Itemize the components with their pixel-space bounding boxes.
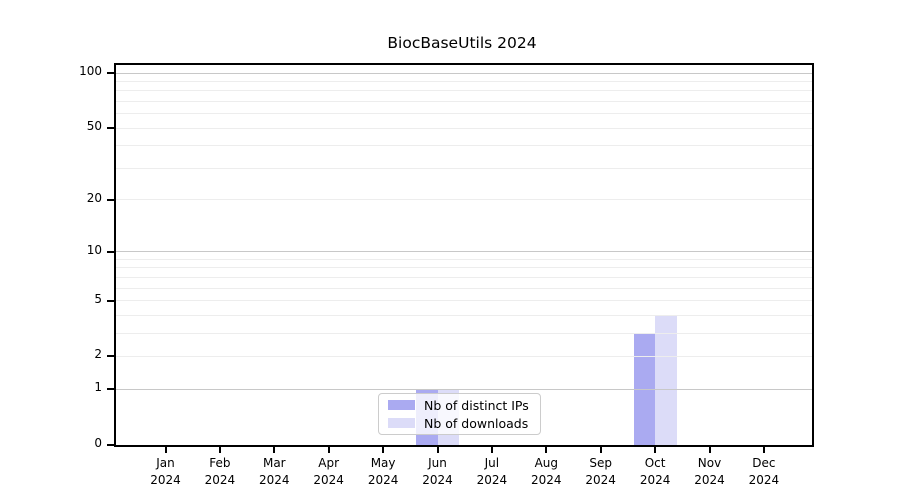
y-tick	[107, 299, 114, 302]
major-gridline	[116, 72, 812, 74]
y-axis-tick-label: 50	[86, 119, 102, 134]
y-tick	[107, 388, 114, 391]
x-axis-tick-label: Sep 2024	[585, 456, 616, 487]
x-tick	[164, 445, 167, 453]
x-tick	[490, 445, 493, 453]
y-axis-tick-label: 20	[86, 190, 102, 205]
x-tick	[654, 445, 657, 453]
x-tick	[327, 445, 330, 453]
y-tick	[107, 72, 114, 74]
minor-gridline	[116, 332, 812, 334]
y-axis-tick-label: 100	[79, 64, 102, 78]
x-axis-tick-label: Mar 2024	[259, 456, 290, 487]
y-tick	[107, 444, 114, 446]
legend-swatch-distinct-ips	[388, 400, 415, 410]
minor-gridline	[116, 127, 812, 129]
minor-gridline	[116, 258, 812, 260]
y-axis-tick-label: 10	[86, 242, 102, 257]
x-axis-tick-label: Jul 2024	[476, 456, 508, 487]
x-tick	[382, 445, 385, 453]
y-tick	[107, 198, 114, 201]
x-axis-tick-label: Aug 2024	[531, 456, 562, 487]
minor-gridline	[116, 199, 812, 201]
legend-item-distinct-ips: Nb of distinct IPs	[388, 398, 540, 413]
x-axis-tick-label: Apr 2024	[313, 456, 344, 487]
legend-label-downloads: Nb of downloads	[424, 415, 529, 431]
legend-swatch-downloads	[388, 418, 415, 428]
legend-label-distinct-ips: Nb of distinct IPs	[424, 397, 529, 413]
chart-title: BiocBaseUtils 2024	[387, 34, 537, 52]
x-axis-tick-label: Jan 2024	[150, 456, 181, 487]
minor-gridline	[116, 276, 812, 278]
y-axis-tick-label: 1	[94, 380, 102, 395]
bar-nb-of-downloads-oct	[655, 315, 677, 445]
y-axis-tick-label: 2	[94, 347, 102, 362]
x-axis-tick-label: May 2024	[367, 456, 399, 487]
x-tick	[436, 445, 439, 453]
x-axis-tick-label: Jun 2024	[422, 456, 453, 487]
x-tick	[762, 445, 765, 453]
x-tick	[545, 445, 548, 453]
x-tick	[599, 445, 602, 453]
y-axis-tick-label: 0	[94, 436, 102, 450]
legend-item-downloads: Nb of downloads	[388, 416, 540, 431]
minor-gridline	[116, 287, 812, 289]
minor-gridline	[116, 80, 812, 82]
y-tick	[107, 355, 114, 358]
minor-gridline	[116, 90, 812, 92]
x-tick	[218, 445, 221, 453]
major-gridline	[116, 388, 812, 390]
minor-gridline	[116, 267, 812, 269]
minor-gridline	[116, 145, 812, 147]
minor-gridline	[116, 167, 812, 169]
x-axis-tick-label: Nov 2024	[694, 456, 725, 487]
y-tick	[107, 127, 114, 130]
minor-gridline	[116, 100, 812, 102]
y-tick	[107, 250, 114, 253]
minor-gridline	[116, 113, 812, 115]
major-gridline	[116, 251, 812, 253]
x-tick	[708, 445, 711, 453]
x-axis-tick-label: Oct 2024	[639, 456, 671, 487]
x-axis-tick-label: Feb 2024	[204, 456, 236, 487]
minor-gridline	[116, 314, 812, 316]
minor-gridline	[116, 300, 812, 302]
y-axis-tick-label: 5	[94, 291, 102, 306]
legend: Nb of distinct IPs Nb of downloads	[378, 393, 541, 435]
plot-area: Nb of distinct IPs Nb of downloads Jan 2…	[107, 63, 814, 487]
minor-gridline	[116, 355, 812, 357]
x-axis-tick-label: Dec 2024	[748, 456, 780, 487]
x-tick	[273, 445, 276, 453]
